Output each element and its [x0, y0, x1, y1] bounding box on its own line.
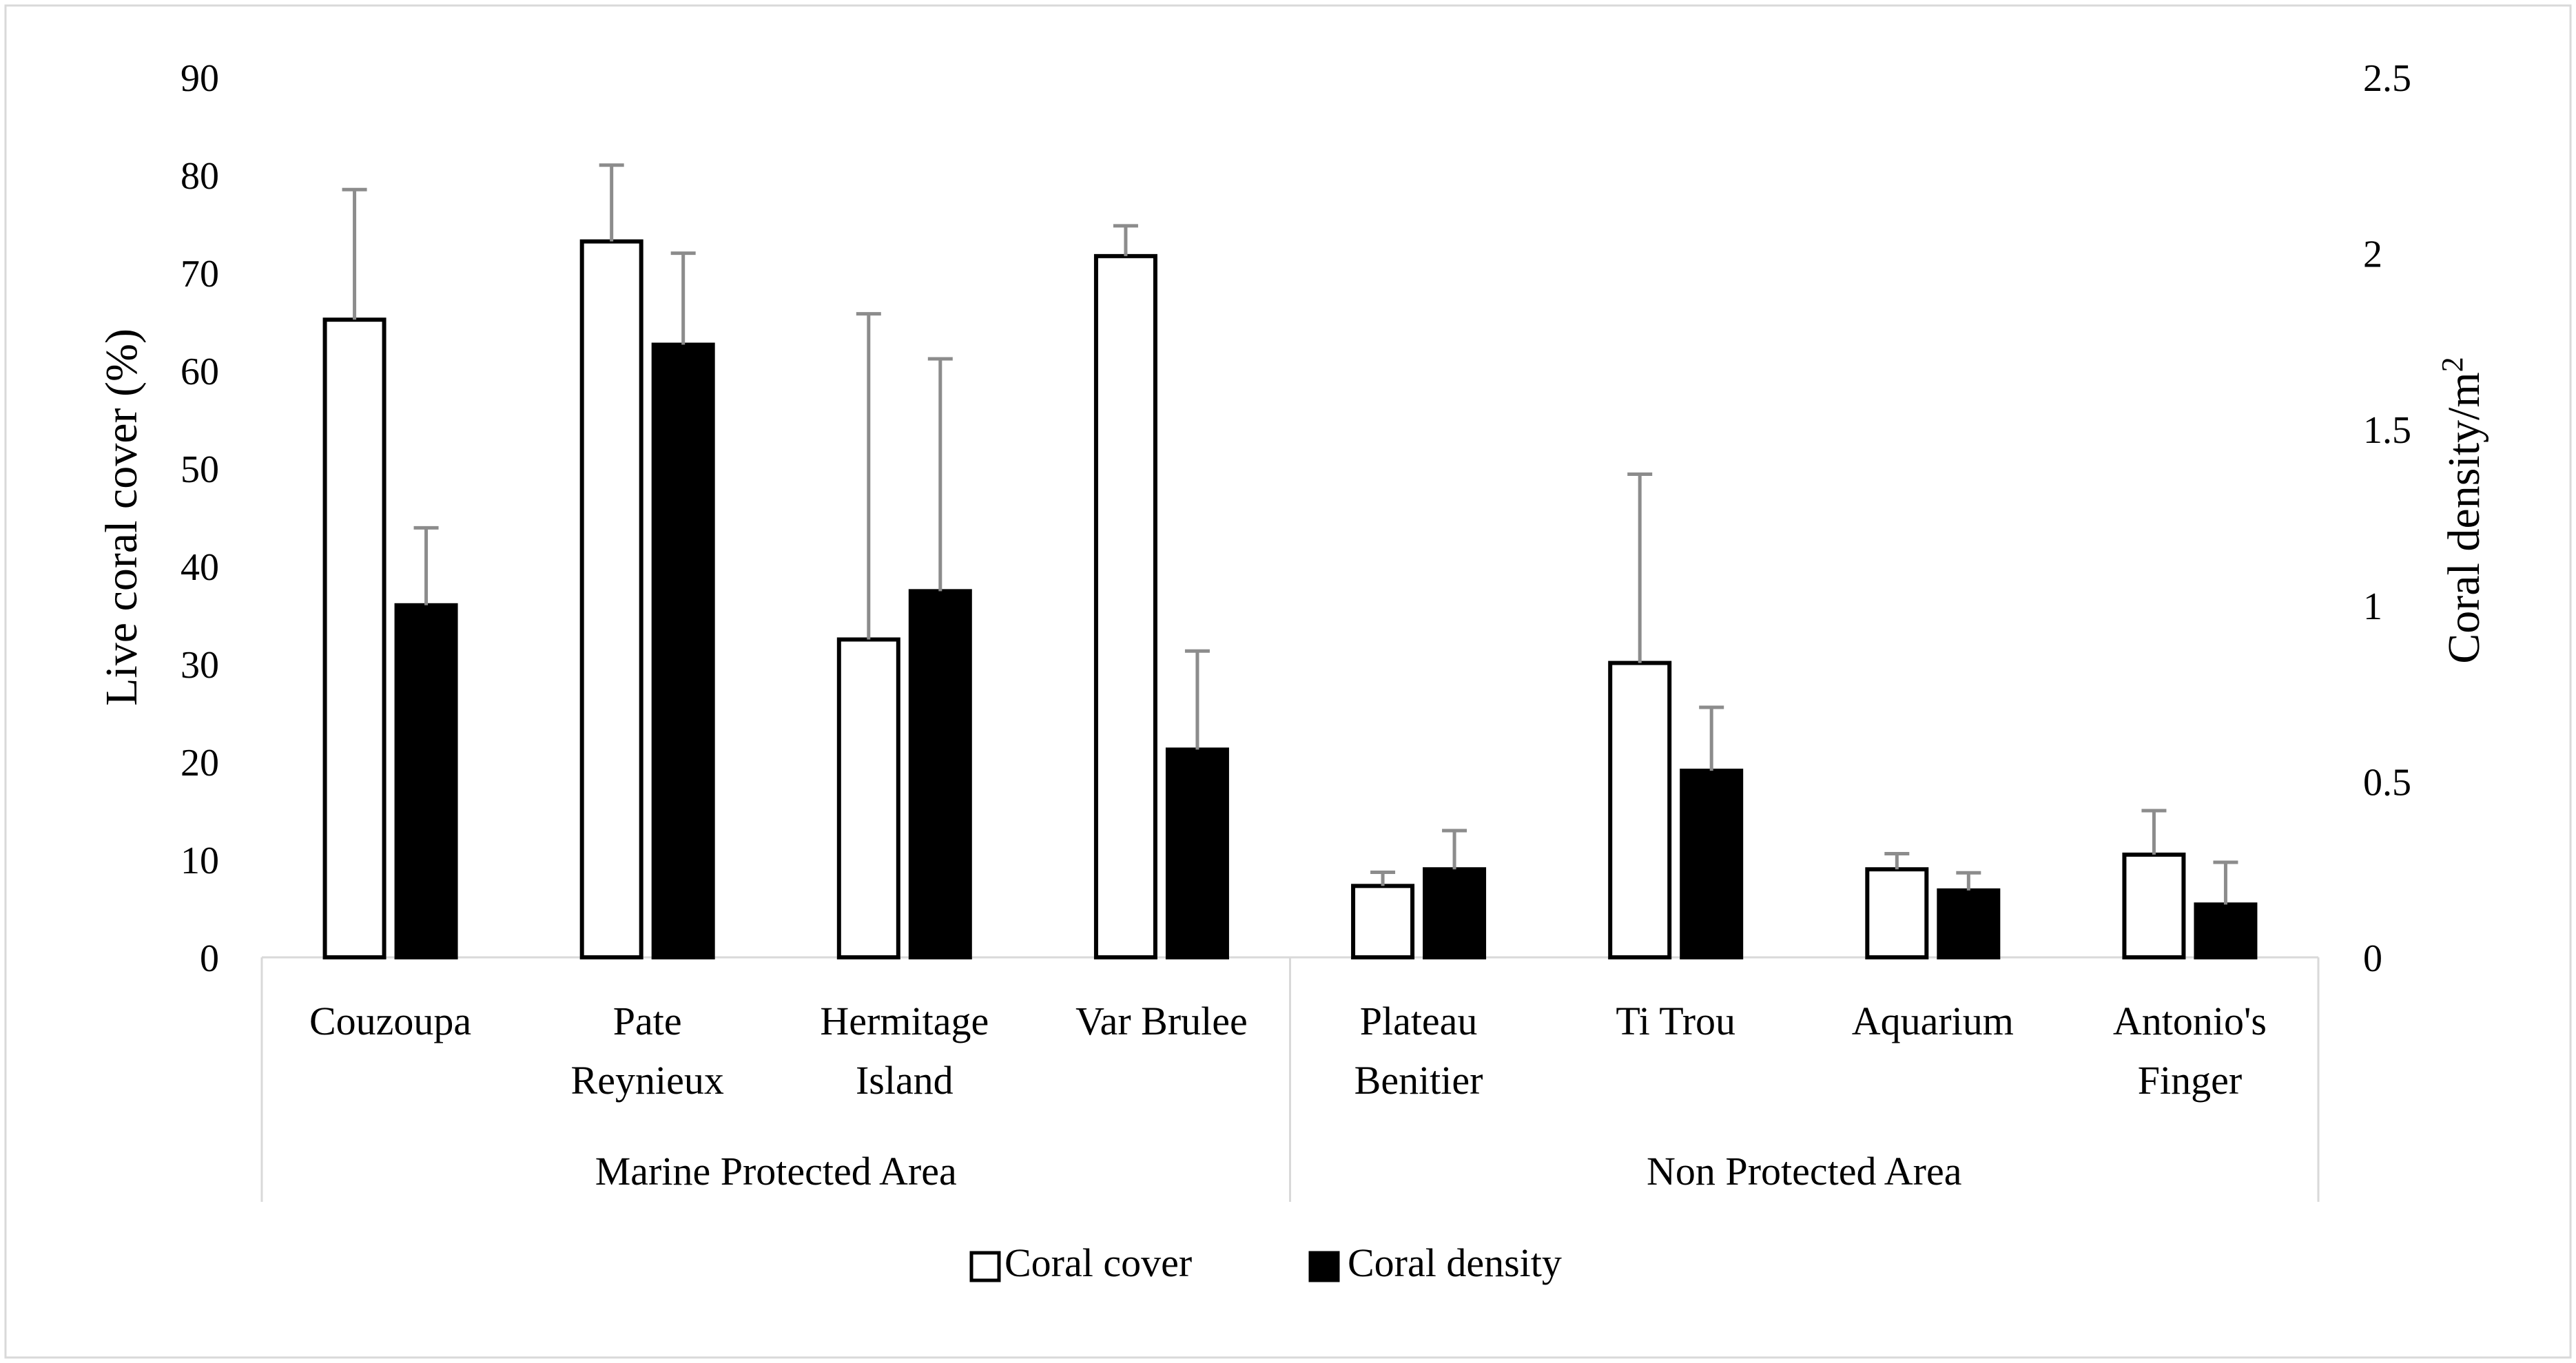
- left-tick-label: 50: [181, 448, 219, 491]
- bar-coral-cover: [322, 318, 387, 960]
- left-tick-label: 10: [181, 840, 219, 882]
- legend-swatch-coral-cover: [969, 1251, 1001, 1282]
- bar-coral-cover: [579, 239, 643, 959]
- category-label: Aquarium: [1852, 999, 2014, 1043]
- group-label: Non Protected Area: [1647, 1149, 1961, 1194]
- category-label: Pate: [613, 999, 682, 1043]
- bar-coral-density: [1165, 747, 1229, 959]
- bar-coral-cover: [1351, 884, 1415, 959]
- bar-coral-density: [394, 603, 458, 959]
- left-tick-label: 0: [200, 937, 219, 980]
- left-tick-label: 90: [181, 57, 219, 100]
- category-label: Hermitage: [820, 999, 989, 1043]
- error-bars: [342, 163, 2238, 905]
- category-label: Antonio's: [2113, 999, 2267, 1043]
- legend: Coral cover Coral density: [969, 1240, 1562, 1285]
- legend-swatch-coral-density: [1308, 1251, 1340, 1282]
- category-label: Plateau: [1360, 999, 1478, 1043]
- left-tick-label: 20: [181, 742, 219, 784]
- right-axis-title-superscript: 2: [2435, 357, 2469, 372]
- left-tick-label: 40: [181, 546, 219, 589]
- right-tick-label: 2: [2363, 233, 2382, 276]
- bar-coral-density: [1937, 888, 2001, 959]
- bar-coral-density: [651, 342, 715, 959]
- left-tick-label: 70: [181, 253, 219, 295]
- category-label: Var Brulee: [1075, 999, 1248, 1043]
- left-tick-label: 30: [181, 644, 219, 687]
- chart-frame: [4, 4, 2572, 1359]
- legend-label-coral-cover: Coral cover: [1004, 1240, 1192, 1285]
- category-label: Finger: [2138, 1058, 2242, 1103]
- category-label: Benitier: [1354, 1058, 1483, 1103]
- bar-coral-cover: [1865, 867, 1929, 959]
- bar-coral-cover: [2122, 852, 2186, 960]
- bar-coral-cover: [1093, 253, 1157, 959]
- labels: 0 10 20 30 40 50 60 70 80 90 0 0.5 1 1.5 2 2.5 Live cora…: [96, 57, 2489, 1194]
- left-axis-title: Live coral cover (%): [96, 329, 147, 706]
- bar-coral-density: [1680, 769, 1744, 959]
- left-tick-label: 60: [181, 351, 219, 393]
- right-tick-label: 0.5: [2363, 761, 2411, 804]
- right-tick-label: 1.5: [2363, 409, 2411, 452]
- category-label: Couzoupa: [309, 999, 471, 1043]
- category-label: Reynieux: [571, 1058, 724, 1103]
- bar-coral-cover: [1608, 660, 1672, 960]
- group-label: Marine Protected Area: [595, 1149, 957, 1194]
- right-tick-label: 2.5: [2363, 57, 2411, 100]
- bars: [322, 239, 2258, 960]
- right-axis-title-main: Coral density/m: [2439, 372, 2489, 663]
- bar-coral-density: [1423, 867, 1487, 959]
- category-label: Island: [856, 1058, 954, 1103]
- bar-coral-density: [908, 589, 972, 959]
- right-tick-label: 0: [2363, 937, 2382, 980]
- left-tick-label: 80: [181, 155, 219, 198]
- bar-coral-cover: [836, 637, 900, 959]
- right-tick-label: 1: [2363, 585, 2382, 628]
- category-label: Ti Trou: [1616, 999, 1735, 1043]
- legend-label-coral-density: Coral density: [1348, 1240, 1562, 1285]
- bar-coral-density: [2194, 902, 2258, 959]
- right-axis-title: Coral density/m2: [2435, 357, 2489, 663]
